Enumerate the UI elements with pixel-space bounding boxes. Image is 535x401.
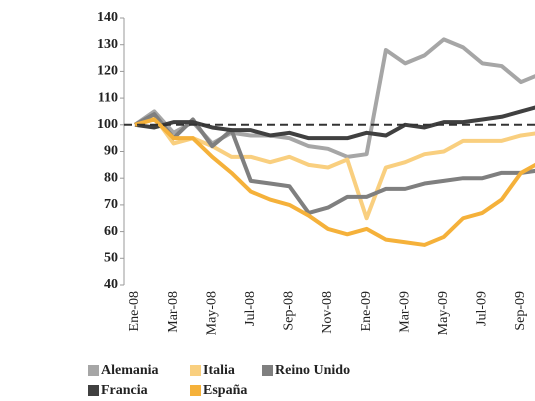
legend-label: Italia — [203, 363, 235, 378]
series-line — [134, 114, 535, 221]
x-tick-label: Ene-08 — [127, 291, 142, 331]
y-tick-label: 120 — [97, 64, 118, 79]
legend-label: España — [203, 383, 247, 398]
legend-swatch — [190, 385, 201, 396]
x-tick-label: Mar-09 — [397, 291, 412, 333]
y-tick-label: 40 — [104, 277, 118, 292]
legend-swatch — [88, 385, 99, 396]
legend-swatch — [262, 365, 273, 376]
legend-label: Francia — [101, 383, 148, 398]
x-tick-label: May-08 — [204, 291, 219, 335]
series-line — [134, 117, 535, 247]
x-tick-label: Jul-09 — [475, 291, 490, 326]
x-tick-label: May-09 — [436, 291, 451, 335]
legend-label: Alemania — [101, 363, 159, 378]
y-tick-label: 90 — [104, 144, 118, 159]
y-tick-label: 100 — [97, 117, 118, 132]
x-tick-label: Sep-08 — [282, 291, 297, 331]
legend-label: Reino Unido — [275, 363, 350, 378]
y-tick-label: 50 — [104, 251, 118, 266]
x-tick-label: Sep-09 — [513, 291, 528, 331]
y-tick-label: 110 — [98, 90, 118, 105]
y-tick-label: 80 — [104, 170, 118, 185]
x-tick-label: Jul-08 — [243, 291, 258, 326]
y-tick-label: 140 — [97, 10, 118, 25]
x-tick-label: Mar-08 — [166, 291, 181, 333]
legend-swatch — [190, 365, 201, 376]
x-tick-label: Nov-08 — [320, 291, 335, 334]
y-tick-label: 60 — [104, 224, 118, 239]
x-tick-label: Ene-09 — [359, 291, 374, 331]
y-tick-label: 70 — [104, 197, 118, 212]
series-line — [134, 112, 535, 215]
legend-swatch — [88, 365, 99, 376]
series-line — [134, 105, 535, 141]
y-tick-label: 130 — [97, 37, 118, 52]
